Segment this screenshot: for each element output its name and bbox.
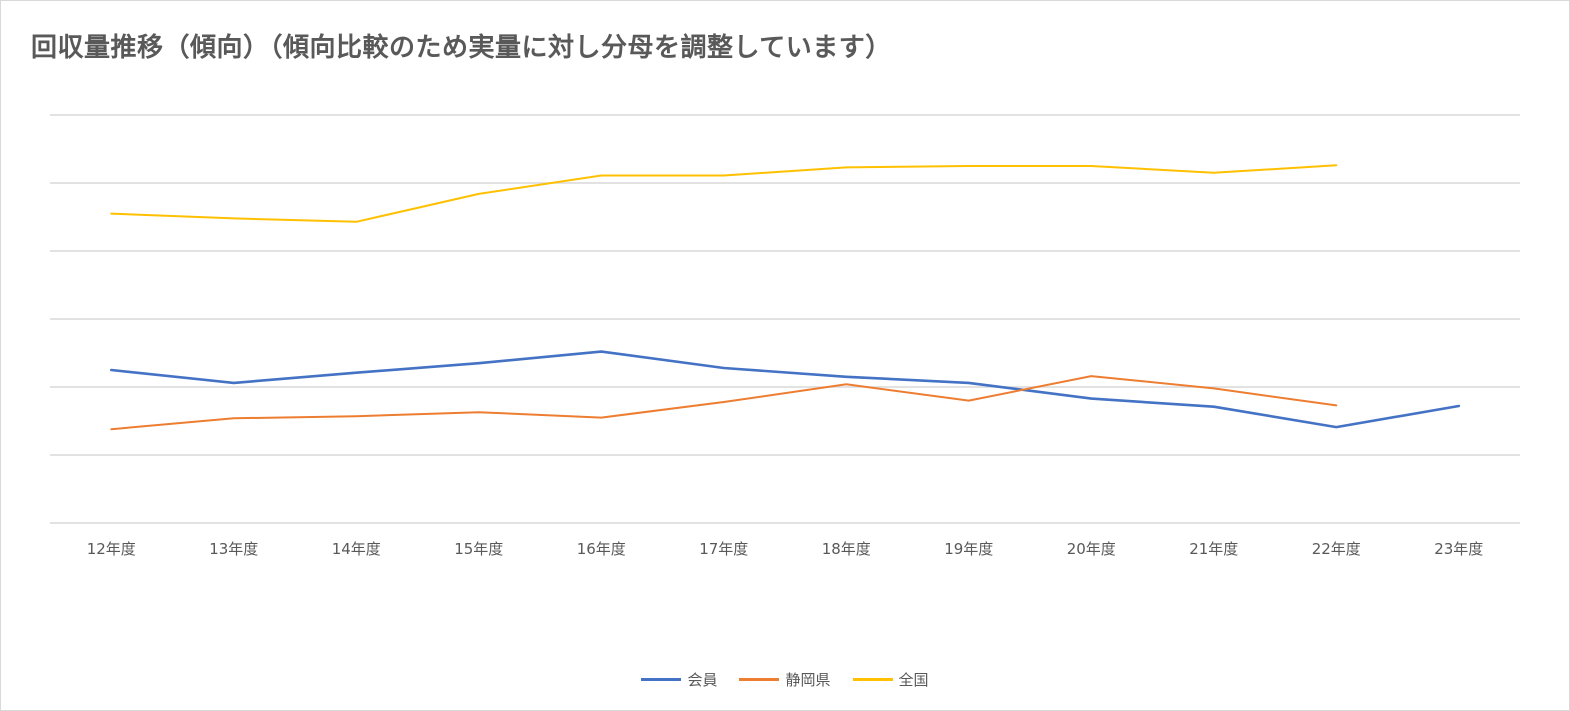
x-tick-label: 20年度 xyxy=(1067,540,1116,558)
legend-item: 静岡県 xyxy=(739,669,831,690)
legend-label: 静岡県 xyxy=(785,671,831,689)
chart-title: 回収量推移（傾向）（傾向比較のため実量に対し分母を調整しています） xyxy=(31,33,892,63)
x-tick-label: 13年度 xyxy=(209,540,258,558)
series-line xyxy=(110,375,1338,431)
legend-item: 全国 xyxy=(852,669,929,690)
x-tick-label: 12年度 xyxy=(87,540,136,558)
legend: 会員 静岡県 全国 xyxy=(1,669,1569,690)
series-line xyxy=(110,350,1461,429)
x-tick-label: 14年度 xyxy=(332,540,381,558)
x-tick-label: 15年度 xyxy=(454,540,503,558)
x-tick-label: 22年度 xyxy=(1312,540,1361,558)
legend-item: 会員 xyxy=(641,669,717,690)
legend-label: 会員 xyxy=(687,671,718,689)
x-tick-label: 21年度 xyxy=(1189,540,1238,558)
x-tick-label: 17年度 xyxy=(699,540,748,558)
x-tick-label: 16年度 xyxy=(577,540,626,558)
legend-label: 全国 xyxy=(898,671,929,689)
legend-swatch xyxy=(641,678,682,681)
x-tick-label: 19年度 xyxy=(944,540,993,558)
series-line xyxy=(110,164,1338,223)
x-tick-label: 18年度 xyxy=(822,540,871,558)
legend-swatch xyxy=(739,678,780,681)
legend-swatch xyxy=(852,678,893,681)
x-tick-label: 23年度 xyxy=(1434,540,1483,558)
